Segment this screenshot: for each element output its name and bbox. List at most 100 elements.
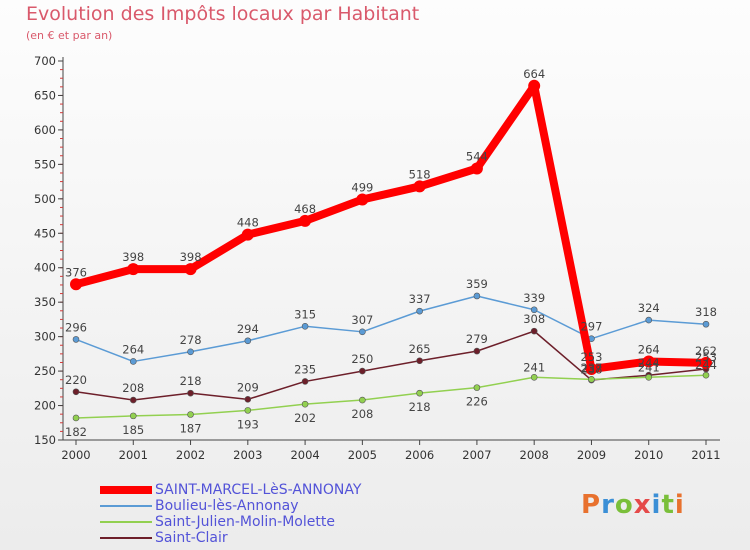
data-point (301, 378, 309, 385)
legend-swatch (100, 537, 152, 539)
x-tick-label: 2005 (348, 448, 377, 462)
data-label: 376 (65, 265, 87, 279)
data-label: 278 (180, 333, 202, 347)
data-point (588, 376, 595, 383)
data-point (301, 400, 309, 408)
legend-swatch (100, 505, 152, 507)
x-tick-label: 2008 (520, 448, 549, 462)
data-label: 238 (580, 362, 602, 376)
brand-letter: i (651, 490, 662, 520)
data-point (241, 228, 254, 241)
data-point (244, 337, 252, 345)
data-label: 193 (237, 417, 259, 431)
brand-letter: i (674, 490, 685, 520)
data-point (72, 414, 80, 422)
x-tick-label: 2000 (61, 448, 90, 462)
data-point (359, 367, 366, 375)
data-label: 296 (65, 320, 87, 334)
series-1-labels: 296 264 278 294 315 307 337 359 339 297 324 318 (65, 277, 717, 356)
chart-title: Evolution des Impôts locaux par Habitant (26, 3, 420, 25)
y-tick-label: 200 (34, 399, 56, 413)
data-point (473, 384, 481, 391)
data-label: 208 (351, 407, 373, 421)
legend-label: SAINT-MARCEL-LèS-ANNONAY (155, 482, 362, 498)
data-label: 318 (695, 305, 717, 319)
data-label: 324 (638, 301, 660, 315)
series-line (72, 81, 710, 374)
data-label: 209 (237, 380, 259, 394)
y-tick-label: 250 (34, 364, 56, 378)
legend-swatch (100, 486, 152, 494)
y-tick-label: 400 (34, 261, 56, 275)
data-label: 220 (65, 373, 87, 387)
series-1 (72, 292, 710, 365)
data-point (187, 389, 194, 397)
data-point (72, 388, 80, 396)
series-line (75, 374, 707, 419)
data-point (416, 357, 423, 365)
data-point (645, 373, 653, 381)
y-tick-label: 450 (34, 226, 56, 240)
data-point (184, 263, 197, 276)
data-point (359, 328, 366, 336)
data-label: 264 (122, 342, 144, 356)
data-label: 253 (580, 350, 602, 364)
data-label: 187 (180, 422, 202, 436)
chart-subtitle: (en € et par an) (26, 29, 113, 42)
data-point (645, 316, 653, 324)
brand-letter: o (614, 490, 634, 520)
data-label: 398 (180, 250, 202, 264)
y-tick-label: 150 (34, 433, 56, 447)
data-point (187, 348, 194, 356)
data-point (301, 322, 309, 330)
data-label: 499 (351, 181, 373, 195)
data-label: 218 (180, 374, 202, 388)
data-point (530, 373, 538, 381)
x-tick-label: 2006 (405, 448, 434, 462)
series-0-labels: 376 398 398 448 468 499 518 544 664 253 264 262 (65, 67, 717, 364)
data-label: 339 (523, 291, 545, 305)
data-point (72, 336, 80, 343)
brand-letter: P (581, 490, 602, 520)
data-label: 265 (409, 342, 431, 356)
data-label: 294 (237, 322, 259, 336)
data-label: 398 (122, 250, 144, 264)
brand-letter: x (633, 490, 652, 520)
x-tick-label: 2002 (176, 448, 205, 462)
data-label: 253 (695, 350, 717, 364)
data-label: 544 (466, 149, 488, 163)
data-label: 208 (122, 381, 144, 395)
x-tick-label: 2003 (233, 448, 262, 462)
legend-label: Saint-Julien-Molin-Molette (155, 514, 335, 530)
data-label: 241 (523, 360, 545, 374)
data-point (187, 411, 194, 418)
legend-swatch (100, 521, 152, 523)
data-point (359, 396, 366, 404)
data-label: 218 (409, 400, 431, 414)
data-point (356, 193, 369, 206)
data-point (642, 355, 655, 368)
data-label: 448 (237, 216, 259, 230)
x-tick-label: 2009 (577, 448, 606, 462)
data-label: 307 (351, 313, 373, 327)
data-label: 202 (294, 411, 316, 425)
data-point (528, 79, 541, 92)
data-label: 244 (638, 356, 660, 370)
y-tick-label: 350 (34, 295, 56, 309)
x-tick-label: 2007 (462, 448, 491, 462)
x-tick-label: 2011 (691, 448, 720, 462)
data-point (702, 320, 710, 328)
data-point (530, 327, 538, 335)
y-tick-label: 650 (34, 88, 56, 102)
data-label: 297 (580, 320, 602, 334)
x-tick-label: 2001 (119, 448, 148, 462)
data-point (244, 407, 252, 414)
data-label: 308 (523, 312, 545, 326)
data-label: 250 (351, 352, 373, 366)
brand-letter: r (601, 490, 615, 520)
data-label: 279 (466, 332, 488, 346)
data-label: 185 (122, 423, 144, 437)
data-point (473, 292, 481, 300)
